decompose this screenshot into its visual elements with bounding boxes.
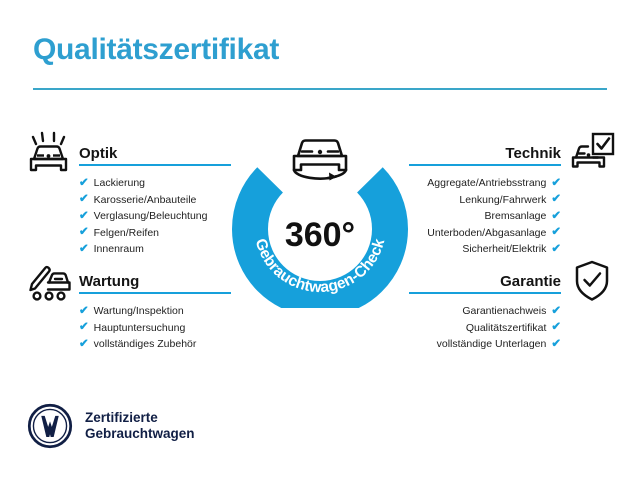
list-item-label: Lackierung (93, 177, 146, 189)
list-item: Lenkung/Fahrwerk ✔ (409, 192, 561, 209)
list-item: ✔ Hauptuntersuchung (79, 320, 231, 337)
section-garantie: Garantie Garantienachweis ✔ Qualitätszert… (409, 268, 561, 353)
check-icon: ✔ (551, 321, 561, 333)
vw-footer-text: Zertifizierte Gebrauchtwagen (85, 410, 195, 442)
vw-footer-line2: Gebrauchtwagen (85, 426, 195, 441)
checklist: ✔ Lackierung ✔ Karosserie/Anbauteile ✔ Verg… (79, 175, 231, 258)
car-checkbox-icon (568, 131, 616, 180)
list-item-label: Aggregate/Antriebsstrang (427, 177, 547, 189)
vw-footer: Zertifizierte Gebrauchtwagen (27, 403, 195, 449)
list-item: ✔ Wartung/Inspektion (79, 303, 231, 320)
list-item-label: Verglasung/Beleuchtung (93, 210, 208, 222)
section-underline (409, 164, 561, 166)
list-item-label: Sicherheit/Elektrik (462, 243, 547, 255)
check-icon: ✔ (551, 337, 561, 350)
vw-footer-line1: Zertifizierte (85, 410, 158, 425)
checklist: ✔ Wartung/Inspektion ✔ Hauptuntersuchung ✔… (79, 303, 231, 353)
check-icon: ✔ (79, 304, 89, 317)
section-title: Technik (505, 145, 561, 162)
list-item: ✔ Innenraum (79, 241, 231, 258)
list-item: ✔ Karosserie/Anbauteile (79, 192, 231, 209)
check-icon: ✔ (79, 226, 89, 238)
shield-check-icon (572, 259, 612, 308)
check-icon: ✔ (79, 176, 89, 189)
check-icon: ✔ (551, 242, 561, 255)
list-item: vollständige Unterlagen ✔ (409, 336, 561, 353)
list-item-label: Garantienachweis (462, 305, 547, 317)
check-icon: ✔ (551, 209, 561, 222)
list-item: Sicherheit/Elektrik ✔ (409, 241, 561, 258)
section-underline (409, 292, 561, 294)
car-shine-icon (24, 131, 76, 180)
section-underline (79, 164, 231, 166)
list-item-label: Felgen/Reifen (93, 226, 160, 239)
title-divider (33, 88, 607, 90)
badge-360-gebrauchtwagen-check: Gebrauchtwagen-Check 360° (232, 118, 408, 308)
list-item-label: vollständige Unterlagen (436, 338, 547, 350)
section-title: Wartung (79, 273, 140, 290)
check-icon: ✔ (551, 304, 561, 317)
section-title: Garantie (500, 273, 561, 290)
check-icon: ✔ (79, 242, 89, 255)
section-optik: Optik ✔ Lackierung ✔ Karosserie/Anbauteile… (79, 140, 231, 258)
section-header: Technik (409, 140, 561, 166)
list-item-label: vollständiges Zubehör (93, 338, 197, 350)
section-technik: Technik Aggregate/Antriebsstrang ✔ Lenkun… (409, 140, 561, 258)
list-item-label: Innenraum (93, 243, 144, 255)
list-item: ✔ Lackierung (79, 175, 231, 192)
list-item: Unterboden/Abgasanlage ✔ (409, 225, 561, 242)
section-header: Optik (79, 140, 231, 166)
check-icon: ✔ (79, 337, 89, 350)
check-icon: ✔ (551, 176, 561, 189)
list-item: ✔ Verglasung/Beleuchtung (79, 208, 231, 225)
list-item-label: Hauptuntersuchung (93, 321, 186, 334)
check-icon: ✔ (79, 321, 89, 333)
vw-logo-icon (27, 403, 73, 449)
car-service-tool-icon (24, 259, 76, 308)
list-item: ✔ Felgen/Reifen (79, 225, 231, 242)
list-item-label: Wartung/Inspektion (93, 305, 184, 317)
list-item: ✔ vollständiges Zubehör (79, 336, 231, 353)
page-title: Qualitätszertifikat (33, 33, 280, 66)
check-icon: ✔ (551, 226, 561, 238)
section-wartung: Wartung ✔ Wartung/Inspektion ✔ Hauptunters… (79, 268, 231, 353)
car-rotation-icon (292, 139, 348, 181)
list-item: Garantienachweis ✔ (409, 303, 561, 320)
section-underline (79, 292, 231, 294)
checklist: Aggregate/Antriebsstrang ✔ Lenkung/Fahrwe… (409, 175, 561, 258)
list-item-label: Qualitätszertifikat (465, 321, 547, 334)
list-item: Bremsanlage ✔ (409, 208, 561, 225)
list-item-label: Lenkung/Fahrwerk (459, 193, 547, 206)
checklist: Garantienachweis ✔ Qualitätszertifikat ✔ v… (409, 303, 561, 353)
section-title: Optik (79, 145, 118, 162)
list-item: Aggregate/Antriebsstrang ✔ (409, 175, 561, 192)
section-header: Wartung (79, 268, 231, 294)
section-header: Garantie (409, 268, 561, 294)
badge-ring (232, 167, 408, 308)
check-icon: ✔ (79, 209, 89, 222)
list-item-label: Bremsanlage (484, 210, 547, 222)
check-icon: ✔ (79, 193, 89, 205)
badge-center-label: 360° (285, 216, 355, 254)
list-item: Qualitätszertifikat ✔ (409, 320, 561, 337)
list-item-label: Unterboden/Abgasanlage (427, 226, 547, 239)
list-item-label: Karosserie/Anbauteile (93, 193, 197, 206)
check-icon: ✔ (551, 193, 561, 205)
